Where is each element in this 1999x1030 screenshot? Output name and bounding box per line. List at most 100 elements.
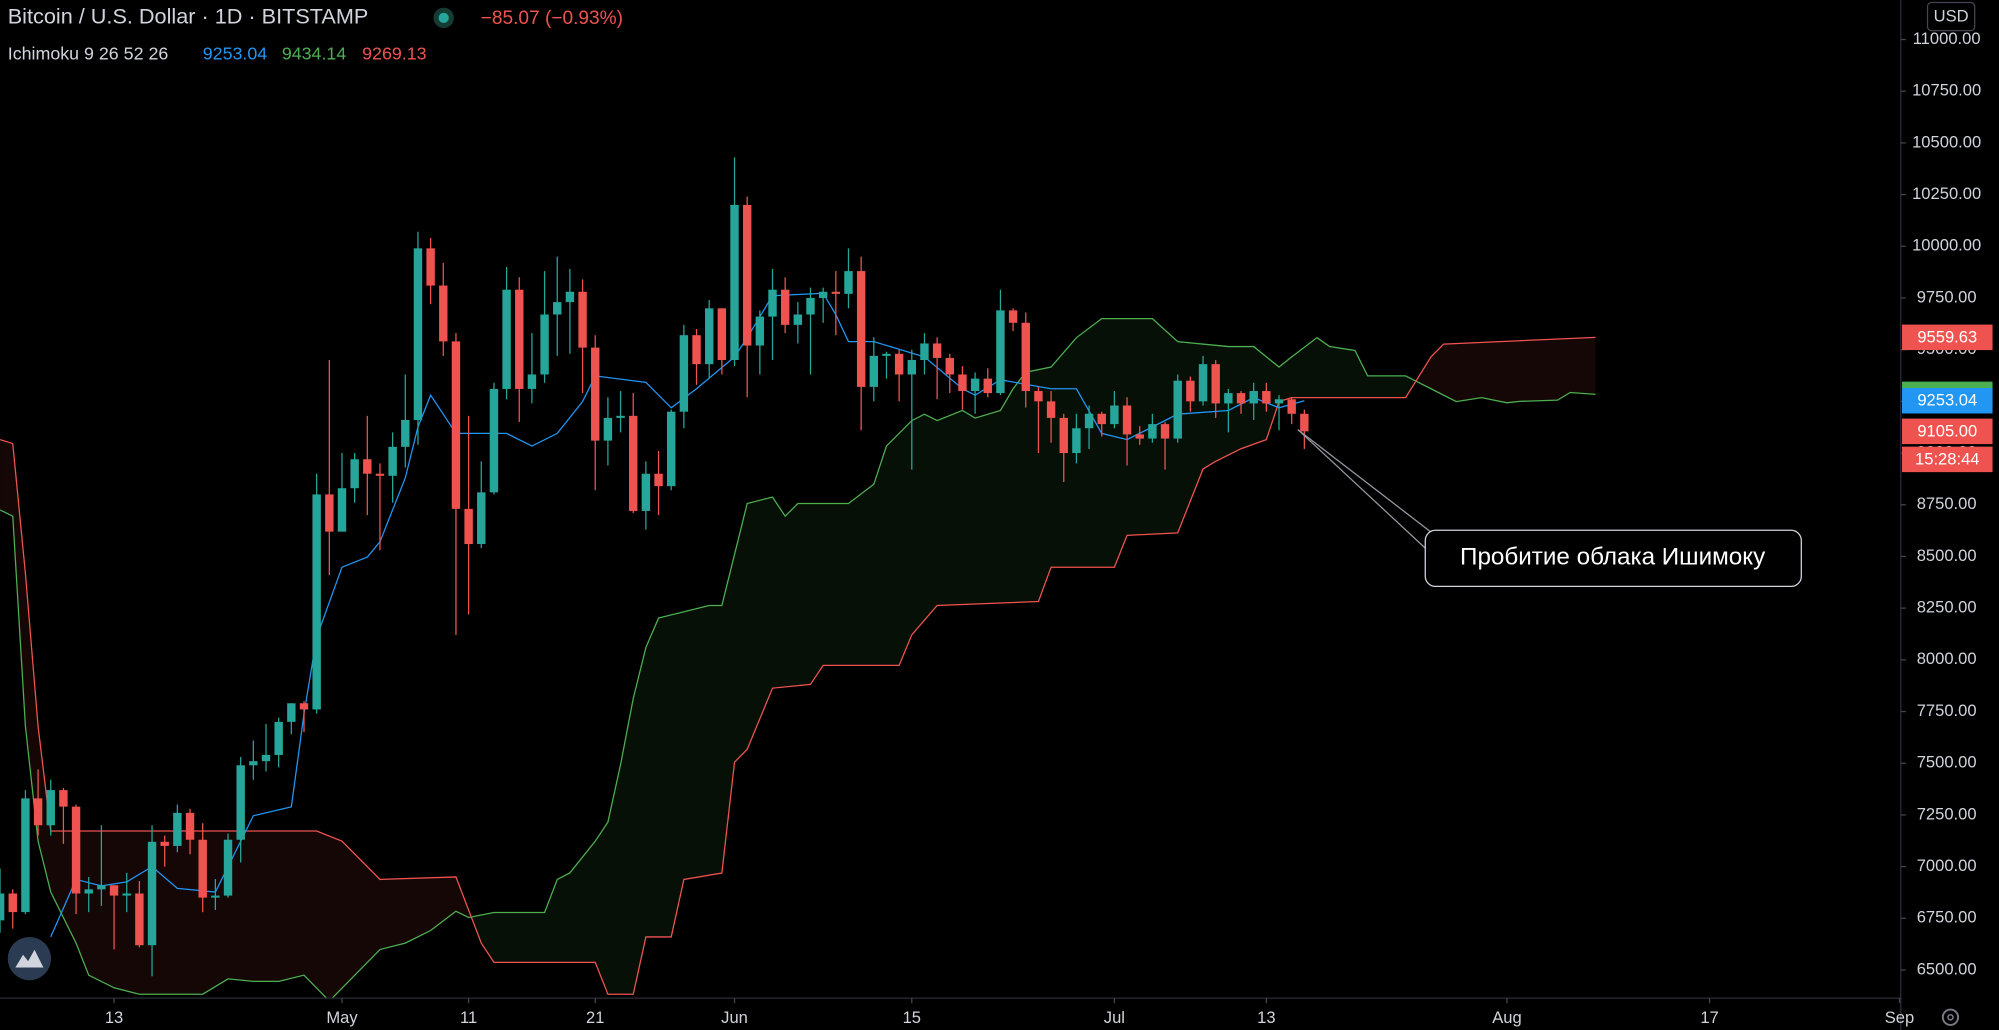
currency-button[interactable]: USD <box>1926 1 1976 32</box>
candle-body <box>1059 417 1068 454</box>
candle-body <box>198 839 207 898</box>
candle-body <box>768 289 777 317</box>
candle-body <box>160 841 169 846</box>
y-tick-label: 7000.00 <box>1917 856 1977 875</box>
y-tick-label: 10000.00 <box>1912 236 1981 255</box>
indicator-value: 9434.14 <box>282 44 347 64</box>
candle-body <box>299 703 309 710</box>
candle-body <box>515 289 524 389</box>
candle-body <box>287 703 296 722</box>
candle-body <box>1135 434 1144 439</box>
candle-body <box>464 508 473 545</box>
candle-body <box>84 889 93 894</box>
candle-body <box>451 341 461 509</box>
candle-body <box>388 446 397 476</box>
candle-body <box>844 271 853 294</box>
candle-body <box>1198 364 1208 402</box>
candle-body <box>641 473 651 511</box>
logo[interactable] <box>7 936 52 981</box>
candle-body <box>742 204 752 346</box>
settings-icon-center[interactable] <box>1947 1013 1954 1021</box>
x-tick-label: Jun <box>721 1008 748 1027</box>
span-a-line <box>0 318 1596 999</box>
candle-body <box>527 374 537 389</box>
candle-body <box>679 335 689 412</box>
candle-body <box>147 841 157 946</box>
candle-body <box>616 415 625 418</box>
price-change: −85.07 (−0.93%) <box>481 8 623 29</box>
settings-icon[interactable] <box>1941 1008 1960 1026</box>
countdown-label: 15:28:44 <box>1915 449 1979 468</box>
candle-body <box>1160 424 1170 439</box>
y-tick-label: 10250.00 <box>1912 184 1981 203</box>
price-tag <box>1902 324 1993 351</box>
currency-box[interactable] <box>1926 1 1976 32</box>
candle-body <box>755 316 765 346</box>
candle-body <box>375 473 385 476</box>
candle-body <box>603 417 613 441</box>
candle-body <box>1236 393 1246 404</box>
x-tick-label: 17 <box>1700 1008 1718 1027</box>
candle-body <box>21 798 30 913</box>
candle-body <box>413 248 423 420</box>
y-tick-label: 8000.00 <box>1917 649 1977 668</box>
candle-body <box>667 411 676 487</box>
candle-body <box>780 289 790 325</box>
candle-body <box>793 314 803 325</box>
candle-body <box>439 285 448 342</box>
candle-body <box>1110 405 1119 425</box>
candle-body <box>1084 413 1094 429</box>
candle-body <box>1008 310 1018 323</box>
candle-body <box>818 291 828 298</box>
candle-body <box>1211 364 1220 404</box>
candle-body <box>907 360 917 375</box>
price-tag-label: 9253.04 <box>1917 391 1977 410</box>
candle-body <box>1274 399 1284 404</box>
candle-body <box>958 374 967 392</box>
x-tick-label: 21 <box>586 1008 604 1027</box>
annotation: Пробитие облака Ишимоку <box>1297 429 1802 588</box>
candle-body <box>363 459 372 474</box>
candle-body <box>8 893 17 913</box>
currency-label[interactable]: USD <box>1934 7 1969 26</box>
settings-button[interactable] <box>1941 1008 1960 1026</box>
span-b-line <box>0 336 1596 995</box>
candle-body <box>1186 380 1195 402</box>
candle-body <box>223 839 233 896</box>
logo-mark[interactable] <box>15 949 44 968</box>
y-tick-label: 11000.00 <box>1913 29 1981 48</box>
plot-area <box>0 157 1596 999</box>
x-tick-label: Sep <box>1885 1008 1914 1027</box>
candle-body <box>477 492 486 545</box>
chart-title: Bitcoin / U.S. Dollar · 1D · BITSTAMP <box>8 4 369 29</box>
conversion-line <box>50 292 1305 938</box>
annotation-pointer <box>1297 429 1426 549</box>
candle-body <box>1021 322 1030 392</box>
candle-body <box>591 347 600 441</box>
annotation-text: Пробитие облака Ишимоку <box>1460 544 1766 571</box>
y-tick-label: 7500.00 <box>1917 753 1977 772</box>
candle-body <box>502 289 511 389</box>
x-tick-label: 15 <box>903 1008 921 1027</box>
x-tick-label: 11 <box>460 1008 477 1027</box>
price-tag <box>1902 387 1993 414</box>
candle-body <box>211 895 220 898</box>
candle-body <box>1249 391 1258 404</box>
candle-body <box>894 353 904 375</box>
candle-body <box>553 302 562 315</box>
candle-body <box>869 355 879 387</box>
y-tick-label: 7750.00 <box>1917 701 1977 720</box>
candle-body <box>540 314 549 375</box>
indicator-name: Ichimoku 9 26 52 26 <box>8 44 169 64</box>
y-tick-label: 10750.00 <box>1912 81 1981 100</box>
candle-body <box>97 885 106 890</box>
candle-body <box>983 378 992 394</box>
candle-body <box>249 761 258 766</box>
candle-body <box>1173 380 1182 439</box>
x-tick-label: May <box>326 1008 358 1027</box>
candle-body <box>932 343 942 358</box>
y-tick-label: 10500.00 <box>1912 132 1981 151</box>
candle-body <box>33 798 43 826</box>
logo-circle[interactable] <box>7 936 52 981</box>
